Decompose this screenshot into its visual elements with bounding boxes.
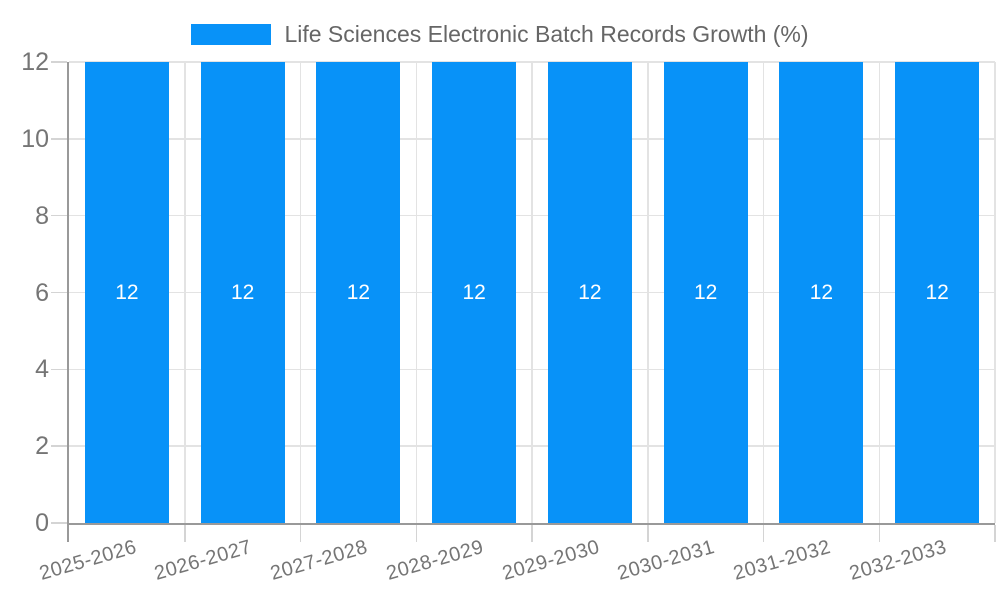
- x-tick-label: 2026-2027: [152, 536, 255, 585]
- bar-value-label: 12: [578, 280, 602, 304]
- legend-swatch: [191, 23, 272, 45]
- bar-value-label: 12: [462, 280, 486, 304]
- bar-value-label: 12: [693, 280, 718, 304]
- x-tick-mark: [299, 525, 302, 542]
- y-tick-label: 8: [35, 201, 49, 230]
- bar-value-label: 12: [346, 280, 371, 304]
- bar[interactable]: 12: [84, 62, 169, 523]
- x-tick-label: 2029-2030: [499, 536, 602, 585]
- y-tick-mark: [51, 368, 67, 371]
- x-tick-label: 2030-2031: [615, 536, 718, 585]
- x-tick-label: 2025-2026: [36, 536, 139, 585]
- x-tick-label: 2032-2033: [846, 536, 950, 585]
- x-tick-label: 2027-2028: [268, 536, 371, 585]
- bar[interactable]: 12: [316, 62, 401, 523]
- gridline-vertical: [647, 62, 649, 523]
- gridline-vertical: [184, 62, 186, 523]
- bar-value-label: 12: [230, 280, 255, 304]
- gridline-vertical: [762, 62, 765, 523]
- y-axis-line: [67, 62, 69, 542]
- x-tick-mark: [878, 525, 880, 542]
- y-tick-label: 2: [35, 432, 49, 461]
- x-tick-mark: [647, 525, 649, 542]
- gridline-vertical: [299, 62, 302, 523]
- bar[interactable]: 12: [895, 62, 980, 523]
- y-tick-label: 12: [21, 48, 49, 76]
- gridline-vertical: [994, 62, 996, 523]
- chart-legend[interactable]: Life Sciences Electronic Batch Records G…: [0, 22, 1000, 46]
- bar[interactable]: 12: [432, 62, 517, 523]
- y-tick-label: 6: [35, 278, 49, 307]
- x-tick-label: 2031-2032: [731, 536, 834, 585]
- y-tick-mark: [51, 214, 67, 217]
- x-tick-mark: [762, 525, 765, 542]
- gridline-vertical: [531, 62, 533, 523]
- bar[interactable]: 12: [663, 62, 748, 523]
- y-tick-mark: [51, 291, 67, 294]
- gridline-vertical: [415, 62, 417, 523]
- bar-value-label: 12: [925, 280, 949, 304]
- bar[interactable]: 12: [547, 62, 632, 523]
- x-axis-line: [67, 523, 995, 525]
- x-tick-mark: [415, 525, 417, 542]
- y-tick-mark: [51, 445, 67, 447]
- y-tick-label: 0: [35, 509, 49, 537]
- y-tick-label: 4: [35, 355, 49, 384]
- bar[interactable]: 12: [200, 62, 285, 523]
- bar[interactable]: 12: [779, 62, 864, 523]
- gridline-vertical: [878, 62, 880, 523]
- y-tick-mark: [51, 61, 67, 63]
- chart-title: Life Sciences Electronic Batch Records G…: [284, 21, 809, 47]
- y-tick-mark: [51, 138, 67, 140]
- x-tick-mark: [531, 525, 533, 542]
- x-tick-label: 2028-2029: [383, 536, 487, 585]
- bar-value-label: 12: [809, 280, 834, 304]
- x-tick-mark: [994, 525, 996, 542]
- bar-value-label: 12: [115, 280, 139, 304]
- y-tick-label: 10: [21, 124, 49, 153]
- y-tick-mark: [51, 522, 67, 524]
- x-tick-mark: [184, 525, 186, 542]
